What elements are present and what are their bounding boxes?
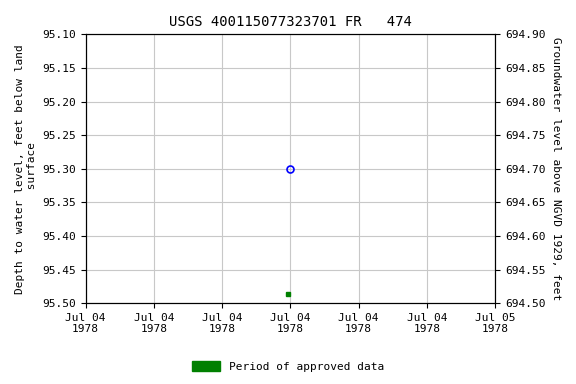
Y-axis label: Groundwater level above NGVD 1929, feet: Groundwater level above NGVD 1929, feet [551,37,561,300]
Title: USGS 400115077323701 FR   474: USGS 400115077323701 FR 474 [169,15,412,29]
Legend: Period of approved data: Period of approved data [188,357,388,377]
Y-axis label: Depth to water level, feet below land
 surface: Depth to water level, feet below land su… [15,44,37,294]
